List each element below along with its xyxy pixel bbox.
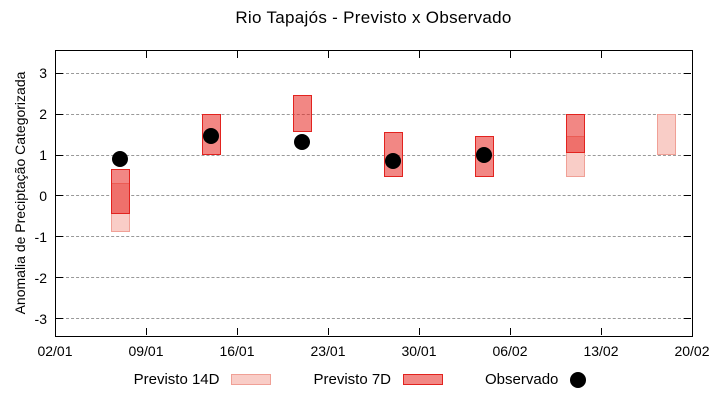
y-tick-mark <box>684 236 691 238</box>
legend-item: Observado <box>485 371 587 388</box>
observed-dot <box>203 128 219 145</box>
forecast-7d-bar <box>110 168 130 214</box>
y-tick-mark <box>684 277 691 279</box>
y-tick-mark <box>56 72 63 74</box>
gridline <box>56 113 691 115</box>
y-tick-mark <box>684 195 691 197</box>
x-tick-mark <box>54 328 56 335</box>
x-tick-mark <box>418 51 420 58</box>
plot-area <box>55 50 693 337</box>
y-tick-mark <box>56 113 63 115</box>
gridline <box>56 72 691 74</box>
y-tick-mark <box>56 154 63 156</box>
legend-label: Previsto 14D <box>133 371 220 388</box>
x-tick-mark <box>418 328 420 335</box>
x-tick-mark <box>509 51 511 58</box>
x-tick-mark <box>145 51 147 58</box>
legend-dot-observado <box>570 371 587 388</box>
gridline <box>56 195 691 197</box>
x-tick-mark <box>145 328 147 335</box>
forecast-7d-bar <box>565 113 585 153</box>
observed-dot <box>112 150 128 167</box>
observed-dot <box>294 134 310 151</box>
gridline <box>56 277 691 279</box>
y-tick-label: 0 <box>39 187 47 204</box>
y-tick-label: -3 <box>34 310 47 327</box>
legend-item: Previsto 14D <box>134 371 272 388</box>
y-tick-mark <box>56 195 63 197</box>
x-tick-label: 23/01 <box>310 343 346 359</box>
gridline <box>56 154 691 156</box>
legend-label: Previsto 7D <box>313 371 392 388</box>
x-tick-mark <box>509 328 511 335</box>
y-tick-mark <box>684 318 691 320</box>
y-tick-mark <box>56 236 63 238</box>
y-tick-mark <box>56 318 63 320</box>
legend-item: Previsto 7D <box>313 371 444 388</box>
x-tick-mark <box>691 51 693 58</box>
gridline <box>56 318 691 320</box>
x-tick-mark <box>327 51 329 58</box>
x-tick-mark <box>54 51 56 58</box>
legend-label: Observado <box>485 371 559 388</box>
x-tick-mark <box>236 51 238 58</box>
x-tick-label: 20/02 <box>674 343 710 359</box>
x-tick-mark <box>327 328 329 335</box>
y-tick-label: -1 <box>34 228 47 245</box>
y-tick-mark <box>684 154 691 156</box>
x-tick-label: 02/01 <box>37 343 73 359</box>
legend-swatch-previsto-14d <box>231 374 272 385</box>
observed-dot <box>476 146 492 163</box>
y-tick-label: 1 <box>39 147 47 164</box>
y-tick-mark <box>684 113 691 115</box>
x-tick-label: 06/02 <box>492 343 528 359</box>
y-tick-label: 2 <box>39 106 47 123</box>
x-tick-mark <box>600 51 602 58</box>
y-tick-label: 3 <box>39 65 47 82</box>
x-tick-label: 13/02 <box>583 343 619 359</box>
observed-dot <box>385 152 401 169</box>
forecast-7d-bar <box>292 95 312 133</box>
x-tick-label: 16/01 <box>219 343 255 359</box>
gridline <box>56 236 691 238</box>
legend: Previsto 14D Previsto 7D Observado <box>0 371 720 388</box>
chart-title: Rio Tapajós - Previsto x Observado <box>235 8 512 27</box>
x-tick-label: 09/01 <box>128 343 164 359</box>
y-tick-mark <box>56 277 63 279</box>
legend-swatch-previsto-7d <box>403 374 444 385</box>
forecast-14d-bar <box>656 113 676 155</box>
x-tick-mark <box>236 328 238 335</box>
x-tick-label: 30/01 <box>401 343 437 359</box>
y-tick-label: -2 <box>34 269 47 286</box>
x-tick-mark <box>600 328 602 335</box>
y-tick-mark <box>684 72 691 74</box>
x-tick-mark <box>691 328 693 335</box>
